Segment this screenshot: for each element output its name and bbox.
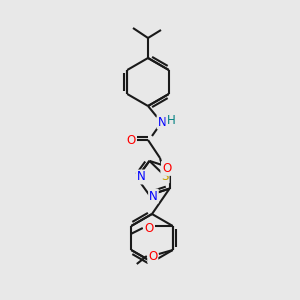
Text: O: O	[162, 162, 171, 175]
Text: N: N	[158, 116, 166, 128]
Text: N: N	[136, 170, 146, 184]
Text: O: O	[148, 250, 158, 262]
Text: O: O	[126, 134, 136, 146]
Text: H: H	[167, 115, 176, 128]
Text: S: S	[161, 169, 169, 182]
Text: N: N	[149, 190, 158, 202]
Text: O: O	[144, 221, 153, 235]
